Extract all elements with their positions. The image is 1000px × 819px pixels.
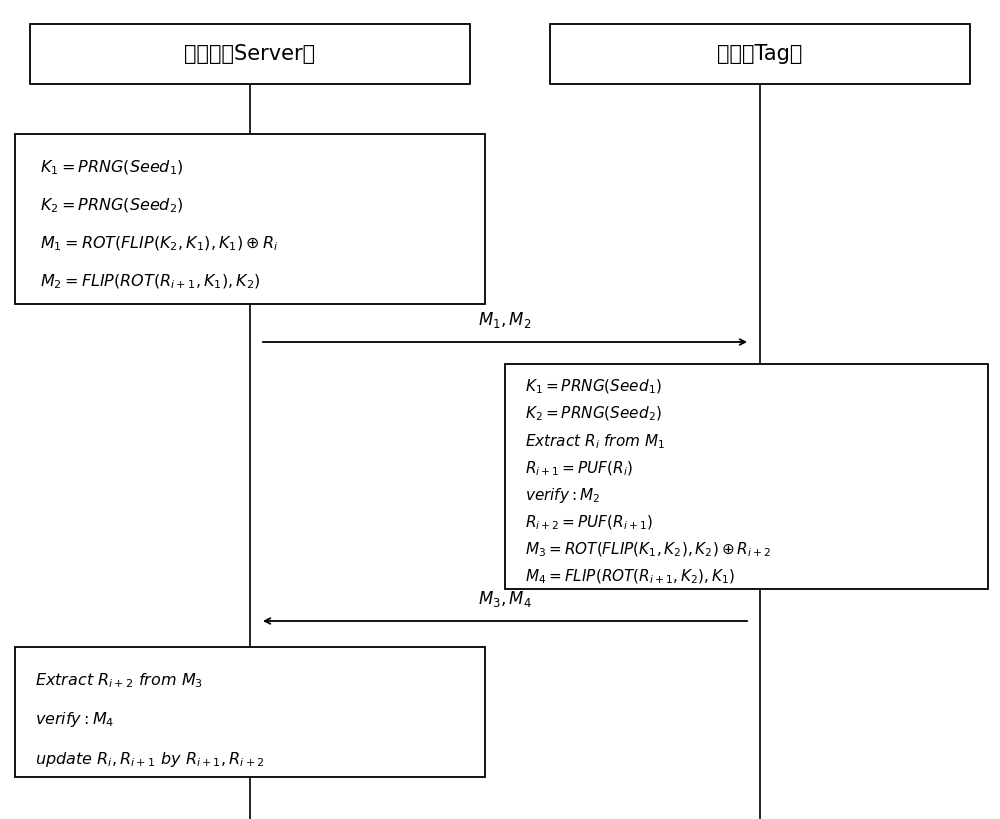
Text: $K_1 = PRNG(Seed_1)$: $K_1 = PRNG(Seed_1)$ xyxy=(525,378,662,396)
Text: $Extract\ R_i\ from\ M_1$: $Extract\ R_i\ from\ M_1$ xyxy=(525,432,665,450)
Text: $Extract\ R_{i+2}\ from\ M_3$: $Extract\ R_{i+2}\ from\ M_3$ xyxy=(35,671,203,690)
Text: $K_1 = PRNG(Seed_1)$: $K_1 = PRNG(Seed_1)$ xyxy=(40,159,184,177)
Text: $R_{i+1} = PUF(R_i)$: $R_{i+1} = PUF(R_i)$ xyxy=(525,459,633,477)
Text: $K_2 = PRNG(Seed_2)$: $K_2 = PRNG(Seed_2)$ xyxy=(525,405,662,423)
Text: 标签（Tag）: 标签（Tag） xyxy=(717,44,803,64)
Text: $M_4 = FLIP(ROT(R_{i+1}, K_2), K_1)$: $M_4 = FLIP(ROT(R_{i+1}, K_2), K_1)$ xyxy=(525,568,735,586)
Bar xyxy=(505,364,988,589)
Bar xyxy=(30,24,470,84)
Text: 服务器（Server）: 服务器（Server） xyxy=(184,44,316,64)
Text: $M_3 = ROT(FLIP(K_1, K_2), K_2) \oplus R_{i+2}$: $M_3 = ROT(FLIP(K_1, K_2), K_2) \oplus R… xyxy=(525,541,771,559)
Text: $M_1 = ROT(FLIP(K_2, K_1), K_1) \oplus R_i$: $M_1 = ROT(FLIP(K_2, K_1), K_1) \oplus R… xyxy=(40,234,278,253)
Text: $verify : M_4$: $verify : M_4$ xyxy=(35,710,114,730)
Text: $verify : M_2$: $verify : M_2$ xyxy=(525,486,600,505)
Text: $update\ R_i, R_{i+1}\ by\ R_{i+1}, R_{i+2}$: $update\ R_i, R_{i+1}\ by\ R_{i+1}, R_{i… xyxy=(35,749,265,769)
Text: $M_2 = FLIP(ROT(R_{i+1}, K_1), K_2)$: $M_2 = FLIP(ROT(R_{i+1}, K_1), K_2)$ xyxy=(40,272,261,291)
Text: $R_{i+2} = PUF(R_{i+1})$: $R_{i+2} = PUF(R_{i+1})$ xyxy=(525,514,653,532)
Bar xyxy=(15,647,485,777)
Bar xyxy=(550,24,970,84)
Bar xyxy=(15,134,485,304)
Text: $M_1, M_2$: $M_1, M_2$ xyxy=(478,310,532,330)
Text: $K_2 = PRNG(Seed_2)$: $K_2 = PRNG(Seed_2)$ xyxy=(40,197,184,215)
Text: $M_3, M_4$: $M_3, M_4$ xyxy=(478,589,532,609)
